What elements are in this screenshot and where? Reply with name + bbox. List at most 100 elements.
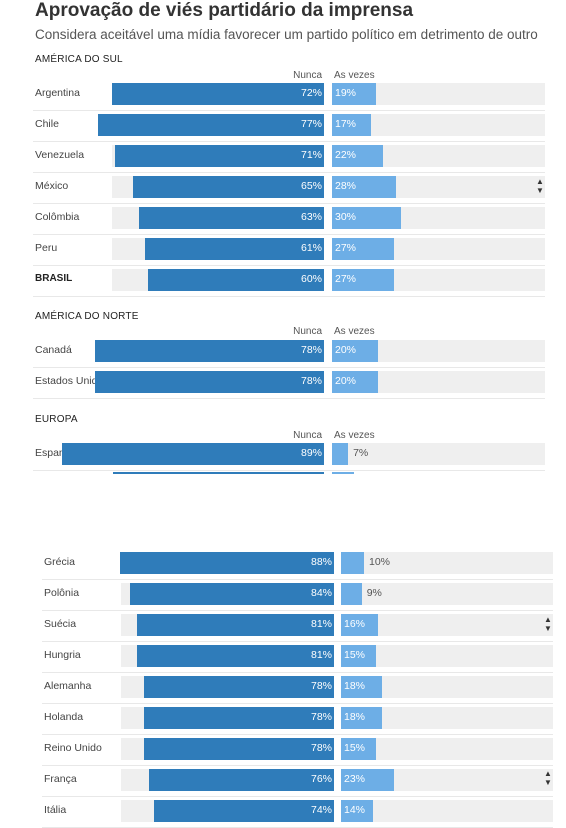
value-label-as-vezes: 23% — [344, 773, 366, 785]
value-label-as-vezes: 7% — [353, 447, 369, 459]
country-label: Venezuela — [35, 149, 85, 161]
bar-nunca — [144, 738, 334, 760]
value-label-as-vezes: 10% — [369, 556, 391, 568]
country-label: Alemanha — [44, 680, 92, 692]
value-label-nunca: 72% — [300, 87, 322, 99]
track-as-vezes — [341, 676, 553, 698]
bar-as-vezes — [341, 614, 378, 636]
column-header-as-vezes: As vezes — [334, 70, 375, 81]
region-heading: EUROPA — [35, 414, 78, 425]
value-label-nunca: 88% — [310, 556, 332, 568]
value-label-as-vezes: 17% — [335, 118, 357, 130]
scroll-arrows[interactable]: ▲ ▼ — [533, 177, 547, 195]
country-label: Reino Unido — [44, 742, 102, 754]
table-row: Reino Unido 78% 15% — [42, 735, 553, 766]
value-label-as-vezes: 19% — [335, 87, 357, 99]
table-row: Alemanha 78% 18% — [42, 673, 553, 704]
table-row: Polônia 84% 9% — [42, 580, 553, 611]
country-label: Polônia — [44, 587, 80, 599]
value-label-nunca: 74% — [310, 804, 332, 816]
table-row: Holanda 78% 18% — [42, 704, 553, 735]
column-header-nunca: Nunca — [293, 430, 322, 441]
track-as-vezes — [341, 738, 553, 760]
bar-as-vezes — [332, 269, 395, 291]
bar-as-vezes — [332, 145, 383, 167]
bar-nunca — [62, 443, 324, 465]
bar-nunca — [137, 645, 334, 667]
table-row: Chile 77% 17% — [33, 111, 545, 142]
scroll-up-icon[interactable]: ▲ — [544, 769, 552, 778]
bar-as-vezes — [341, 583, 362, 605]
bar-as-vezes — [332, 371, 378, 393]
bar-as-vezes — [341, 645, 376, 667]
track-as-vezes — [332, 340, 545, 362]
scroll-up-icon[interactable]: ▲ — [544, 615, 552, 624]
track-as-vezes — [341, 707, 553, 729]
scroll-down-icon[interactable]: ▼ — [536, 186, 544, 195]
scroll-arrows[interactable]: ▲ ▼ — [541, 615, 555, 633]
country-label: Hungria — [44, 649, 81, 661]
table-row: Grécia 88% 10% — [42, 549, 553, 580]
country-label: Suécia — [44, 618, 77, 630]
value-label-as-vezes: 28% — [335, 180, 357, 192]
table-row: Venezuela 71% 22% — [33, 142, 545, 173]
bar-nunca — [154, 800, 334, 822]
bar-nunca — [112, 83, 324, 105]
bar-as-vezes — [341, 800, 374, 822]
country-label: Grécia — [44, 556, 75, 568]
value-label-as-vezes: 18% — [344, 711, 366, 723]
table-row: México 65% 28% — [33, 173, 545, 204]
bar-nunca — [144, 676, 334, 698]
table-row: Espanha 89% 7% — [33, 440, 545, 471]
value-label-nunca: 76% — [310, 773, 332, 785]
bar-nunca-cutoff — [113, 472, 324, 474]
country-label: Itália — [44, 804, 67, 816]
bar-nunca — [115, 145, 324, 167]
region-heading: AMÉRICA DO SUL — [35, 54, 123, 65]
column-header-as-vezes: As vezes — [334, 326, 375, 337]
column-header-as-vezes: As vezes — [334, 430, 375, 441]
column-header-nunca: Nunca — [293, 326, 322, 337]
bar-nunca — [138, 207, 324, 229]
country-label: Canadá — [35, 344, 72, 356]
country-label: Chile — [35, 118, 59, 130]
track-as-vezes — [332, 145, 545, 167]
bar-nunca — [94, 340, 324, 362]
track-as-vezes — [332, 443, 545, 465]
value-label-nunca: 78% — [310, 680, 332, 692]
scroll-down-icon[interactable]: ▼ — [544, 624, 552, 633]
country-label: Holanda — [44, 711, 84, 723]
bar-nunca — [137, 614, 334, 636]
bar-nunca — [132, 176, 324, 198]
value-label-as-vezes: 27% — [335, 273, 357, 285]
table-row: Canadá 78% 20% — [33, 337, 545, 368]
country-label: Colômbia — [35, 211, 80, 223]
region-heading: AMÉRICA DO NORTE — [35, 311, 139, 322]
table-row: Estados Unidos 78% 20% — [33, 368, 545, 399]
bar-as-vezes — [332, 238, 395, 260]
scroll-arrows[interactable]: ▲ ▼ — [541, 769, 555, 787]
bar-as-vezes — [332, 207, 401, 229]
table-row: Argentina 72% 19% — [33, 80, 545, 111]
scroll-up-icon[interactable]: ▲ — [536, 177, 544, 186]
country-label: México — [35, 180, 69, 192]
track-as-vezes — [341, 769, 553, 791]
value-label-as-vezes: 14% — [344, 804, 366, 816]
bar-as-vezes — [332, 176, 397, 198]
value-label-as-vezes: 20% — [335, 375, 357, 387]
bar-as-vezes — [341, 552, 364, 574]
bar-as-vezes — [332, 83, 376, 105]
country-label: Estados Unidos — [35, 375, 109, 387]
value-label-nunca: 60% — [300, 273, 322, 285]
value-label-as-vezes: 16% — [344, 618, 366, 630]
bar-nunca — [97, 114, 324, 136]
scroll-down-icon[interactable]: ▼ — [544, 778, 552, 787]
table-row: Suécia 81% 16% — [42, 611, 553, 642]
value-label-as-vezes: 9% — [366, 587, 382, 599]
track-as-vezes — [332, 114, 545, 136]
track-as-vezes — [332, 371, 545, 393]
track-as-vezes — [341, 583, 553, 605]
track-as-vezes — [341, 800, 553, 822]
bar-nunca — [129, 583, 334, 605]
country-label: Peru — [35, 242, 58, 254]
